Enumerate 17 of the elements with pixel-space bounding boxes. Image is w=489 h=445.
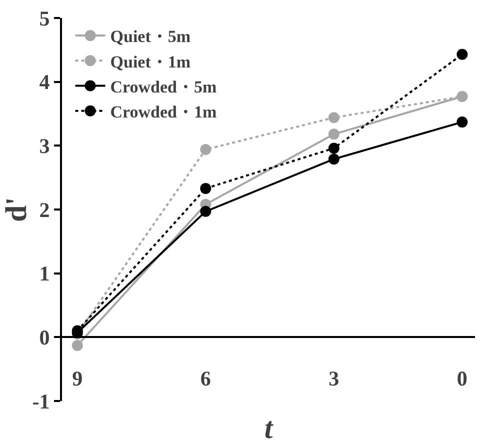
legend-label: Quiet・5m [110, 27, 191, 46]
legend-label: Crowded・5m [110, 77, 217, 96]
legend-label: Crowded・1m [110, 102, 217, 122]
y-tick-label: -1 [32, 389, 50, 414]
x-tick-label: 9 [72, 366, 83, 390]
y-axis-title: d' [0, 196, 33, 222]
y-tick-label: 1 [39, 262, 50, 286]
x-tick-label: 3 [328, 366, 340, 390]
y-tick-label: 2 [39, 198, 50, 222]
x-axis-title: t [264, 412, 274, 445]
y-tick-label: 0 [39, 326, 50, 350]
y-tick-label: 3 [39, 134, 50, 158]
x-tick-label: 0 [456, 366, 468, 390]
y-tick-label: 5 [39, 6, 50, 30]
legend-label: Quiet・1m [110, 52, 191, 72]
y-tick-label: 4 [39, 70, 50, 94]
x-tick-label: 6 [200, 366, 211, 390]
